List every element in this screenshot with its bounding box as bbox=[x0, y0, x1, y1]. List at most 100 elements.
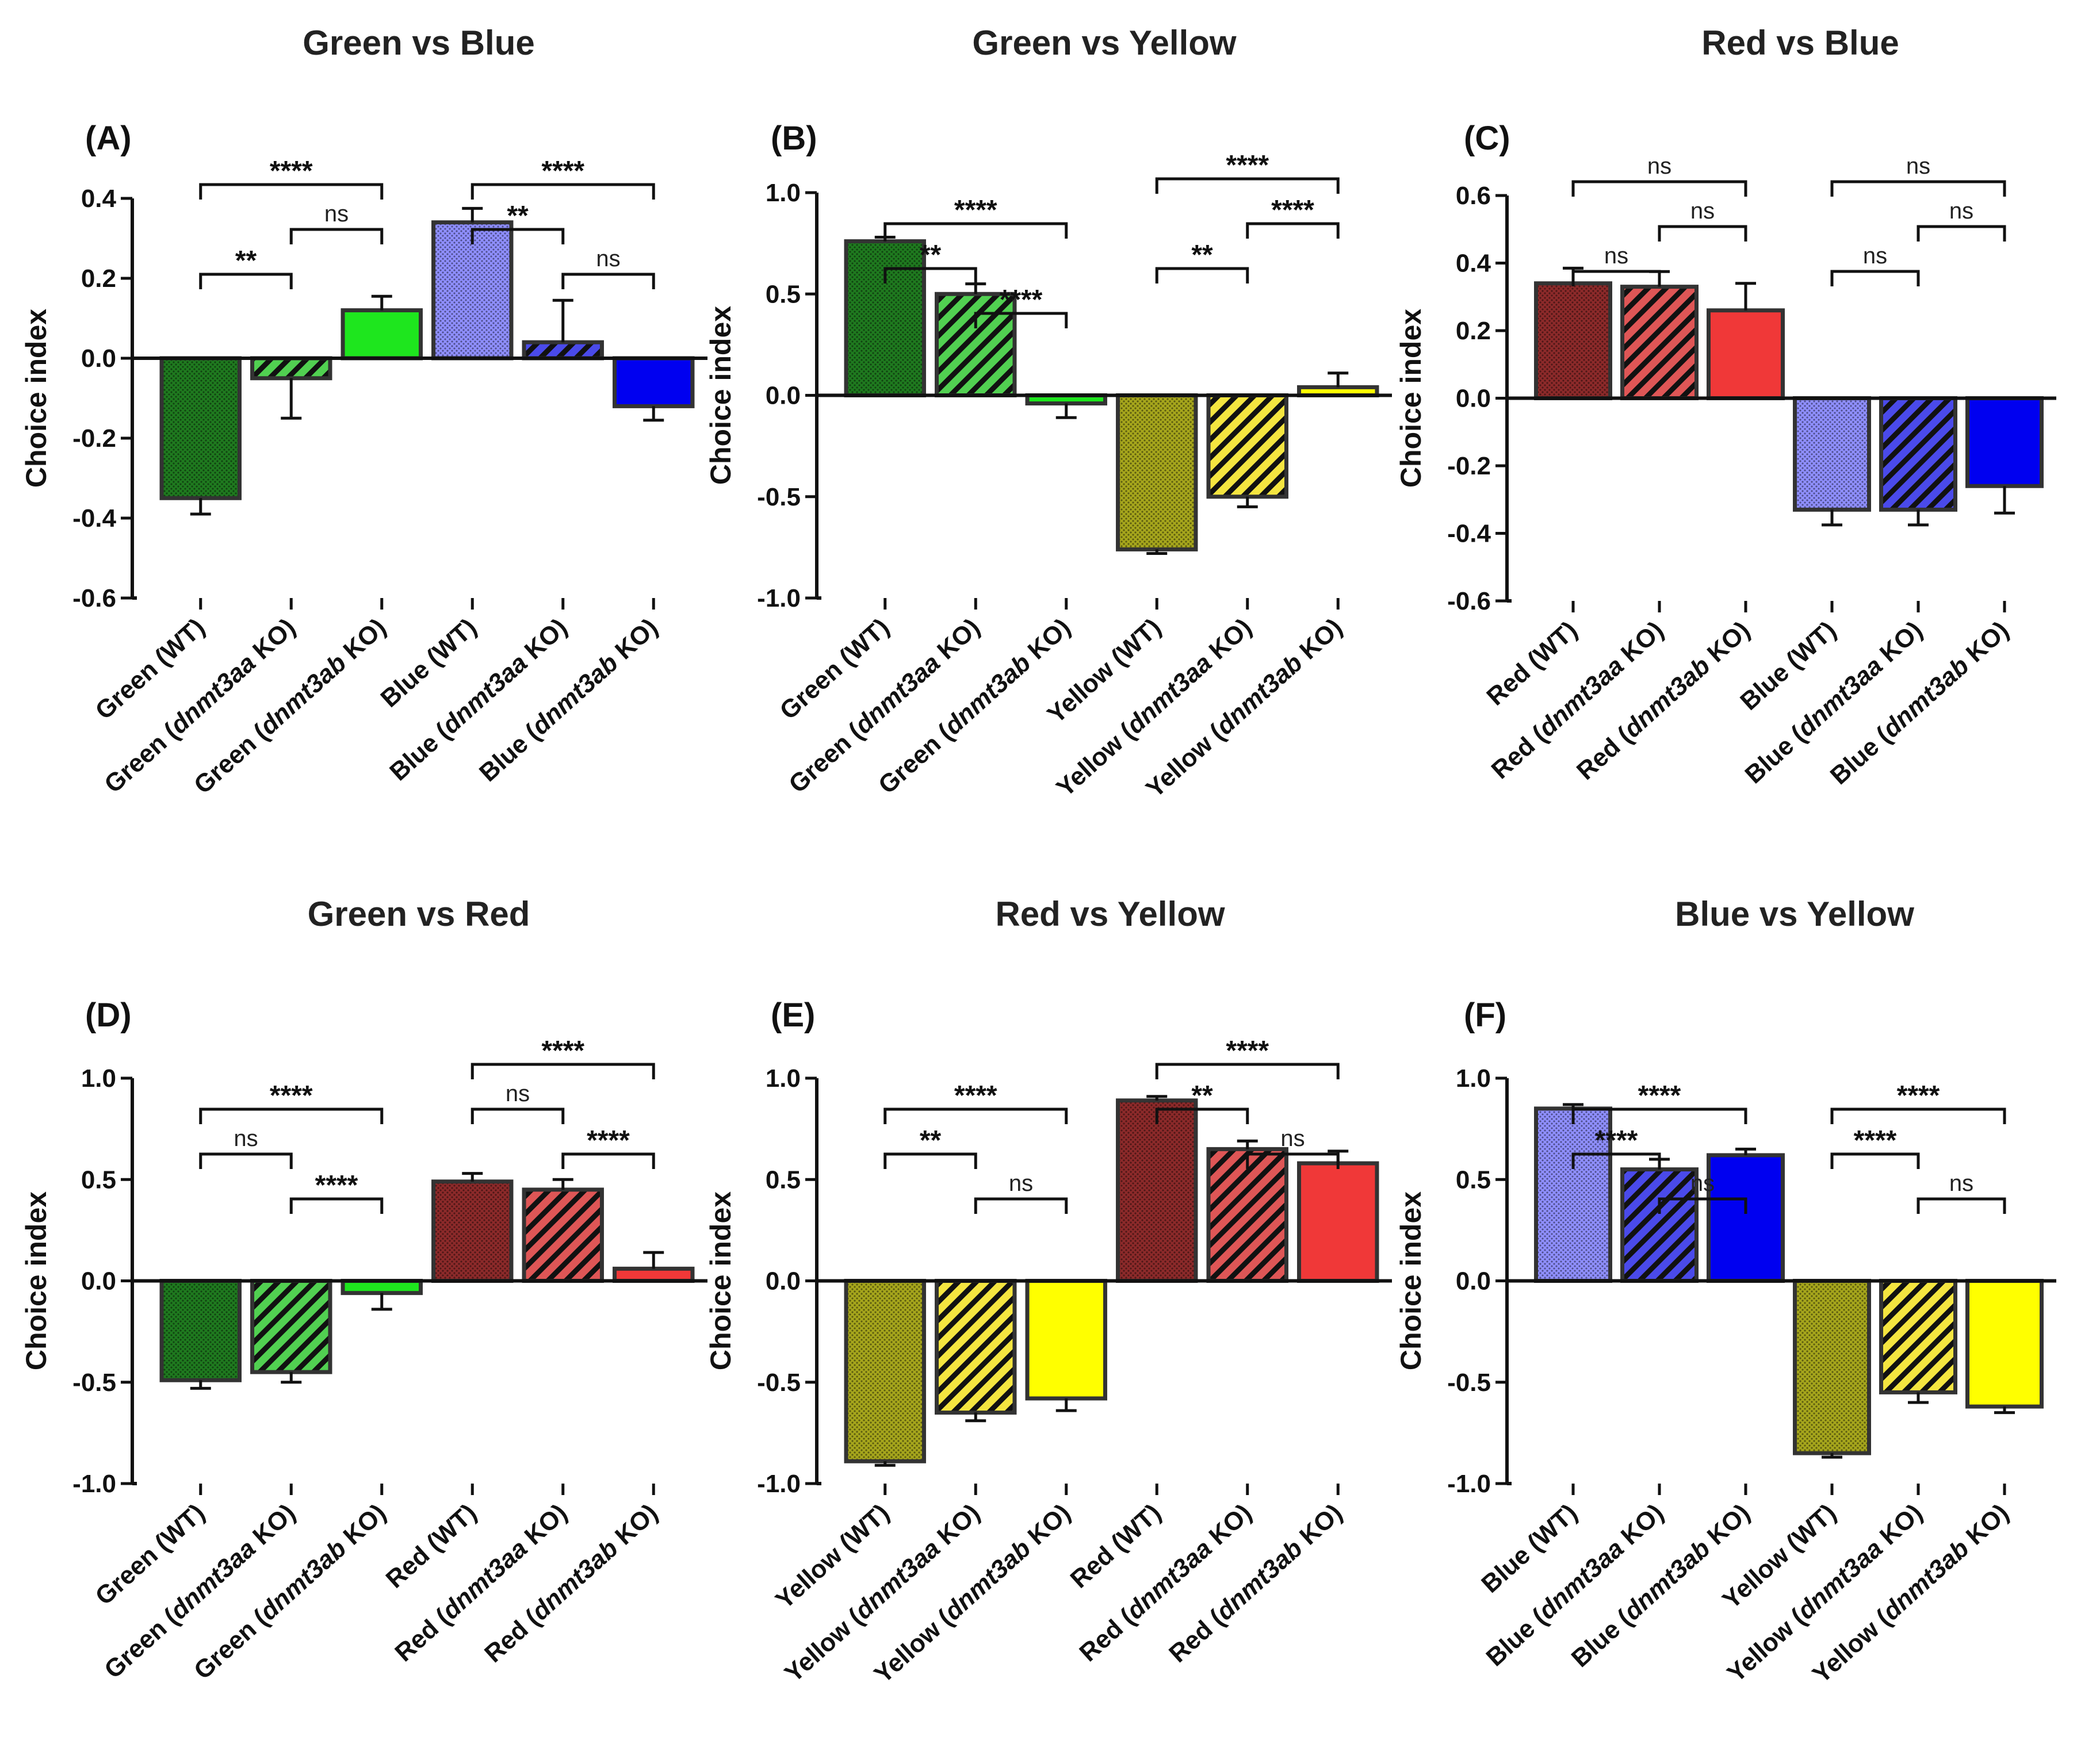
panel-label: (B) bbox=[771, 120, 817, 157]
bar bbox=[341, 308, 423, 361]
significance-bracket bbox=[974, 312, 1068, 328]
y-tick-label: -0.5 bbox=[757, 1369, 801, 1397]
y-tick-label: -0.6 bbox=[1447, 587, 1491, 615]
bar bbox=[1620, 285, 1699, 400]
panel-6: Blue vs Yellow (F) Choice index 1.0 0.5 0.0 -0… bbox=[1395, 895, 2056, 1689]
significance-bracket bbox=[883, 222, 1068, 239]
significance-label: ns bbox=[1863, 243, 1887, 269]
significance-label: ns bbox=[234, 1126, 258, 1151]
significance-bracket bbox=[1830, 180, 2006, 197]
y-axis-label: Choice index bbox=[1395, 1191, 1427, 1370]
y-axis-label: Choice index bbox=[20, 309, 52, 488]
significance-label: ns bbox=[1690, 198, 1715, 224]
bar bbox=[159, 356, 242, 500]
bar bbox=[1965, 396, 2044, 488]
y-tick-label: -0.4 bbox=[72, 504, 116, 532]
significance-bracket bbox=[883, 1152, 977, 1169]
significance-bracket bbox=[1571, 270, 1661, 286]
y-tick-label: 0.0 bbox=[81, 1267, 116, 1296]
y-tick-label: -0.5 bbox=[1447, 1369, 1491, 1397]
significance-bracket bbox=[1830, 1107, 2006, 1124]
y-tick-label: 0.2 bbox=[81, 265, 116, 293]
bar bbox=[1965, 1279, 2044, 1409]
significance-bracket bbox=[883, 1107, 1068, 1124]
chart-title: Red vs Yellow bbox=[995, 895, 1225, 933]
y-tick-label: 0.4 bbox=[81, 185, 117, 213]
bar bbox=[1879, 1279, 1957, 1394]
y-axis-label: Choice index bbox=[20, 1191, 52, 1370]
significance-bracket bbox=[199, 273, 293, 289]
significance-label: ns bbox=[1647, 154, 1671, 179]
y-tick-label: 0.0 bbox=[81, 344, 116, 373]
bar bbox=[1707, 1153, 1785, 1283]
chart-title: Green vs Red bbox=[308, 895, 530, 933]
significance-bracket bbox=[1246, 1152, 1340, 1169]
bar bbox=[1297, 1161, 1379, 1283]
panel-1: Green vs Blue (A) Choice index 0.4 0.2 0.0 -0.… bbox=[20, 24, 707, 799]
bar bbox=[1025, 1279, 1107, 1401]
bar bbox=[1534, 1106, 1612, 1283]
significance-bracket bbox=[561, 1152, 655, 1169]
y-tick-label: 1.0 bbox=[766, 179, 801, 207]
significance-bracket bbox=[1155, 1107, 1249, 1124]
y-tick-label: 0.6 bbox=[1456, 182, 1491, 210]
panel-5: Red vs Yellow (E) Choice index 1.0 0.5 0.0 -0.… bbox=[705, 895, 1392, 1689]
significance-label: **** bbox=[541, 156, 584, 186]
y-tick-label: 1.0 bbox=[81, 1064, 116, 1093]
significance-label: **** bbox=[315, 1170, 358, 1201]
bar bbox=[1879, 396, 1957, 512]
significance-bracket bbox=[1571, 1107, 1747, 1124]
significance-label: **** bbox=[1000, 285, 1043, 315]
significance-label: **** bbox=[1271, 195, 1314, 225]
y-tick-label: -1.0 bbox=[72, 1470, 116, 1498]
panel-label: (C) bbox=[1464, 120, 1510, 157]
significance-bracket bbox=[1246, 222, 1340, 239]
y-tick-label: -1.0 bbox=[757, 1470, 801, 1498]
bar bbox=[522, 340, 604, 361]
bar bbox=[844, 239, 926, 397]
bar bbox=[844, 1279, 926, 1463]
significance-label: **** bbox=[1854, 1125, 1897, 1156]
y-tick-label: 0.0 bbox=[766, 1267, 801, 1296]
bar bbox=[1793, 1279, 1871, 1455]
bar bbox=[613, 356, 695, 408]
significance-bracket bbox=[1155, 177, 1340, 194]
x-tick-label: Red (dnmt3ab KO) bbox=[479, 1499, 663, 1668]
significance-bracket bbox=[289, 228, 384, 244]
y-tick-label: -0.2 bbox=[1447, 452, 1491, 480]
significance-bracket bbox=[1658, 225, 1747, 242]
significance-label: ** bbox=[507, 201, 529, 231]
panel-3: Red vs Blue (C) Choice index 0.6 0.4 0.2 0.0 -0… bbox=[1395, 24, 2056, 790]
x-tick-label: Red (dnmt3aa KO) bbox=[1074, 1499, 1257, 1667]
significance-bracket bbox=[289, 1197, 384, 1214]
panel-4: Green vs Red (D) Choice index 1.0 0.5 0.0 -0.5… bbox=[20, 895, 707, 1685]
bar bbox=[1620, 1167, 1699, 1283]
bar bbox=[159, 1279, 242, 1382]
significance-bracket bbox=[974, 1197, 1068, 1214]
significance-bracket bbox=[1917, 1197, 2006, 1214]
significance-label: ns bbox=[1949, 1171, 1973, 1196]
y-axis-label: Choice index bbox=[1395, 309, 1427, 488]
significance-label: **** bbox=[954, 195, 997, 225]
significance-bracket bbox=[1830, 270, 1920, 286]
significance-bracket bbox=[1155, 267, 1249, 283]
significance-bracket bbox=[1571, 1152, 1661, 1169]
bar bbox=[341, 1279, 423, 1296]
y-tick-label: 0.4 bbox=[1456, 250, 1491, 278]
y-tick-label: 0.0 bbox=[1456, 1267, 1491, 1296]
y-tick-label: 0.0 bbox=[1456, 385, 1491, 413]
y-tick-label: 0.5 bbox=[1456, 1166, 1491, 1194]
significance-label: ** bbox=[1191, 1080, 1213, 1111]
y-tick-label: 0.5 bbox=[81, 1166, 116, 1194]
y-tick-label: -0.5 bbox=[72, 1369, 116, 1397]
significance-label: ** bbox=[920, 1125, 942, 1156]
significance-label: ns bbox=[1906, 154, 1930, 179]
panel-label: (D) bbox=[85, 997, 132, 1034]
y-axis-label: Choice index bbox=[705, 306, 737, 485]
x-tick-label: Blue (dnmt3ab KO) bbox=[474, 613, 663, 787]
bar bbox=[431, 220, 514, 361]
significance-bracket bbox=[883, 267, 977, 283]
y-tick-label: 0.5 bbox=[766, 1166, 801, 1194]
significance-label: ns bbox=[324, 201, 349, 227]
